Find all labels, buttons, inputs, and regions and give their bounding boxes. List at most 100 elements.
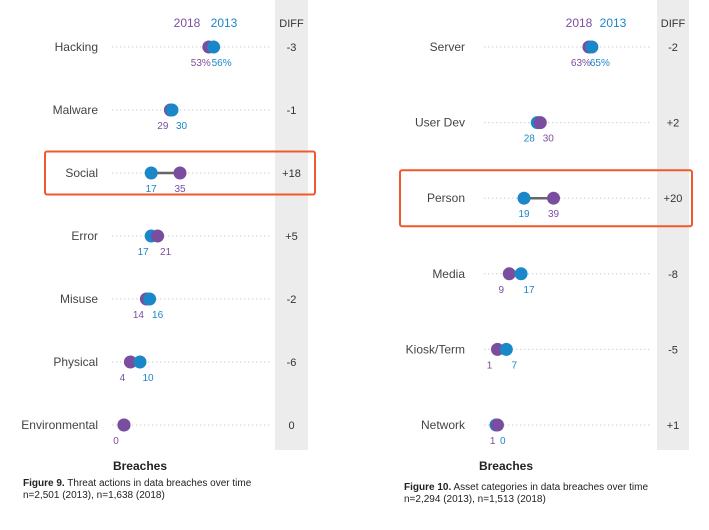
legend-2018: 2018 bbox=[566, 16, 593, 30]
value-label-2013: 28 bbox=[524, 134, 536, 145]
row-server: Server 63%65% -2 bbox=[430, 40, 678, 69]
diff-value: -2 bbox=[287, 294, 297, 306]
row-person: Person 39 19 +20 bbox=[399, 169, 693, 228]
diff-value: -8 bbox=[668, 269, 678, 281]
row-misuse: Misuse 14 16 -2 bbox=[60, 292, 296, 321]
figure-10-label: Figure 10. bbox=[404, 482, 452, 493]
point-2018 bbox=[490, 418, 504, 432]
value-label-2013: 65% bbox=[590, 58, 610, 69]
point-2018 bbox=[151, 229, 165, 243]
diff-header: DIFF bbox=[661, 18, 686, 30]
diff-header: DIFF bbox=[279, 18, 304, 30]
figure-9-caption: Figure 9. Threat actions in data breache… bbox=[23, 478, 251, 502]
diff-value: -3 bbox=[287, 42, 297, 54]
row-network: Network 1 0 +1 bbox=[421, 418, 679, 447]
figure-9-caption-text: Threat actions in data breaches over tim… bbox=[67, 478, 252, 489]
point-2013 bbox=[517, 191, 531, 205]
legend-2013: 2013 bbox=[600, 16, 627, 30]
legend-2013: 2013 bbox=[211, 16, 238, 30]
figure-10-sample-size: n=2,294 (2013), n=1,513 (2018) bbox=[404, 494, 546, 505]
point-2018 bbox=[533, 116, 547, 130]
diff-column-band bbox=[275, 0, 308, 450]
category-label: Person bbox=[427, 191, 465, 205]
category-label: Error bbox=[71, 229, 98, 243]
value-label-2013: 17 bbox=[146, 184, 158, 195]
row-kiosk-term: Kiosk/Term 1 7 -5 bbox=[406, 342, 678, 371]
value-label-2018: 21 bbox=[160, 247, 172, 258]
point-2013 bbox=[165, 103, 179, 117]
point-2013 bbox=[144, 166, 158, 180]
category-label: Physical bbox=[53, 355, 98, 369]
diff-value: -6 bbox=[287, 357, 297, 369]
figure-10-caption-text: Asset categories in data breaches over t… bbox=[453, 482, 649, 493]
row-environmental: Environmental 0 0 bbox=[21, 418, 294, 447]
figure-9-sample-size: n=2,501 (2013), n=1,638 (2018) bbox=[23, 490, 165, 501]
point-2018 bbox=[547, 191, 561, 205]
value-label-2018: 9 bbox=[498, 285, 504, 296]
row-user-dev: User Dev 30 28 +2 bbox=[415, 116, 679, 145]
value-label-2013: 17 bbox=[138, 247, 150, 258]
category-label: Hacking bbox=[55, 40, 98, 54]
category-label: Media bbox=[432, 267, 465, 281]
category-label: Server bbox=[430, 40, 465, 54]
highlight-box bbox=[44, 150, 316, 196]
diff-value: -1 bbox=[287, 105, 297, 117]
x-axis-title: Breaches bbox=[113, 459, 167, 473]
value-label-2013: 19 bbox=[518, 209, 530, 220]
row-error: Error 21 17 +5 bbox=[71, 229, 297, 258]
category-label: Kiosk/Term bbox=[406, 342, 465, 356]
value-label-2018: 35 bbox=[174, 184, 186, 195]
x-axis-title: Breaches bbox=[479, 459, 533, 473]
figure-9-chart: DIFF 2018 2013 Hacking 53% 56% -3 Malware 29 30 -1… bbox=[21, 0, 316, 473]
value-label-2018: 53% bbox=[191, 58, 211, 69]
figure-9-label: Figure 9. bbox=[23, 478, 65, 489]
row-social: Social 35 17 +18 bbox=[44, 150, 316, 196]
category-label: Network bbox=[421, 418, 466, 432]
figure-10-chart: DIFF 2018 2013 Server 63%65% -2 User Dev 30 28 +2… bbox=[399, 0, 693, 473]
point-2018 bbox=[117, 418, 131, 432]
diff-value: +20 bbox=[664, 193, 683, 205]
row-malware: Malware 29 30 -1 bbox=[53, 103, 297, 132]
point-2013 bbox=[207, 40, 221, 54]
value-label-2013: 16 bbox=[152, 310, 164, 321]
point-2018 bbox=[502, 267, 516, 281]
row-physical: Physical 4 10 -6 bbox=[53, 355, 296, 384]
diff-value: +18 bbox=[282, 168, 301, 180]
category-label: Misuse bbox=[60, 292, 98, 306]
diff-column-band bbox=[657, 0, 689, 450]
value-label-2013: 0 bbox=[500, 436, 506, 447]
category-label: Environmental bbox=[21, 418, 98, 432]
value-label-2013: 30 bbox=[176, 121, 188, 132]
value-label-2013: 10 bbox=[142, 373, 154, 384]
value-label-2018: 14 bbox=[133, 310, 145, 321]
point-2013 bbox=[585, 40, 599, 54]
value-label-2018: 29 bbox=[157, 121, 169, 132]
value-label-2018: 0 bbox=[113, 436, 119, 447]
value-label-2018: 1 bbox=[487, 360, 493, 371]
category-label: Malware bbox=[53, 103, 99, 117]
point-2018 bbox=[123, 355, 137, 369]
diff-value: +5 bbox=[285, 231, 298, 243]
category-label: Social bbox=[65, 166, 98, 180]
point-2013 bbox=[133, 355, 147, 369]
category-label: User Dev bbox=[415, 116, 465, 130]
diff-value: +1 bbox=[667, 420, 680, 432]
figure-10-caption: Figure 10. Asset categories in data brea… bbox=[404, 482, 648, 506]
diff-value: +2 bbox=[667, 118, 680, 130]
value-label-2018: 39 bbox=[548, 209, 560, 220]
value-label-2013: 17 bbox=[524, 285, 536, 296]
point-2013 bbox=[143, 292, 157, 306]
highlight-box bbox=[399, 169, 693, 228]
value-label-2013: 7 bbox=[512, 360, 518, 371]
value-label-2018: 63% bbox=[571, 58, 591, 69]
diff-value: 0 bbox=[288, 420, 294, 432]
diff-value: -5 bbox=[668, 344, 678, 356]
diff-value: -2 bbox=[668, 42, 678, 54]
point-2013 bbox=[514, 267, 528, 281]
value-label-2018: 1 bbox=[490, 436, 496, 447]
value-label-2013: 56% bbox=[212, 58, 232, 69]
row-hacking: Hacking 53% 56% -3 bbox=[55, 40, 297, 69]
value-label-2018: 4 bbox=[120, 373, 126, 384]
value-label-2018: 30 bbox=[543, 134, 555, 145]
row-media: Media 9 17 -8 bbox=[432, 267, 678, 296]
